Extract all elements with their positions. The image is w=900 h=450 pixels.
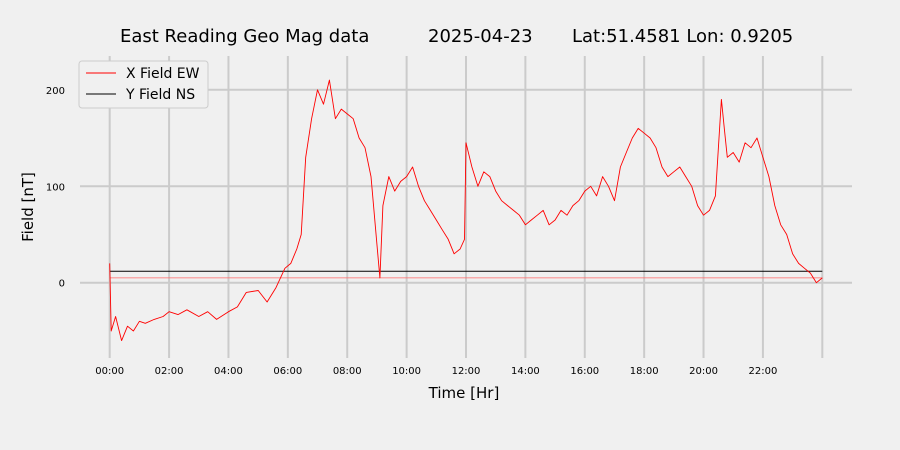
- x-tick-labels: 00:00 02:00 04:00 06:00 08:00 10:00 12:00 14:00…: [95, 366, 777, 377]
- legend-label-x-field: X Field EW: [126, 66, 200, 82]
- x-tick-label: 00:00: [95, 366, 124, 377]
- x-tick-label: 16:00: [570, 366, 599, 377]
- legend-label-y-field: Y Field NS: [125, 87, 195, 103]
- x-tick-label: 10:00: [392, 366, 421, 377]
- x-tick-label: 20:00: [689, 366, 718, 377]
- x-tick-label: 18:00: [630, 366, 659, 377]
- chart-title-name: East Reading Geo Mag data: [120, 26, 369, 47]
- x-tick-label: 02:00: [155, 366, 184, 377]
- y-axis-title: Field [nT]: [19, 172, 37, 242]
- x-tick-label: 12:00: [452, 366, 481, 377]
- series-layer: [109, 79, 823, 342]
- y-tick-label: 200: [46, 86, 65, 97]
- y-tick-label: 0: [59, 279, 65, 290]
- chart-title-location: Lat:51.4581 Lon: 0.9205: [572, 26, 793, 47]
- x-tick-label: 06:00: [273, 366, 302, 377]
- x-axis-title: Time [Hr]: [428, 384, 500, 402]
- chart-title-date: 2025-04-23: [428, 26, 533, 47]
- x-tick-label: 08:00: [333, 366, 362, 377]
- x-tick-label: 14:00: [511, 366, 540, 377]
- series-line-0: [109, 79, 823, 342]
- x-tick-label: 04:00: [214, 366, 243, 377]
- x-tick-label: 22:00: [749, 366, 778, 377]
- y-tick-labels: 0 100 200: [46, 86, 65, 290]
- legend: X Field EW Y Field NS: [78, 60, 209, 109]
- y-tick-label: 100: [46, 182, 65, 193]
- grid: [80, 56, 852, 358]
